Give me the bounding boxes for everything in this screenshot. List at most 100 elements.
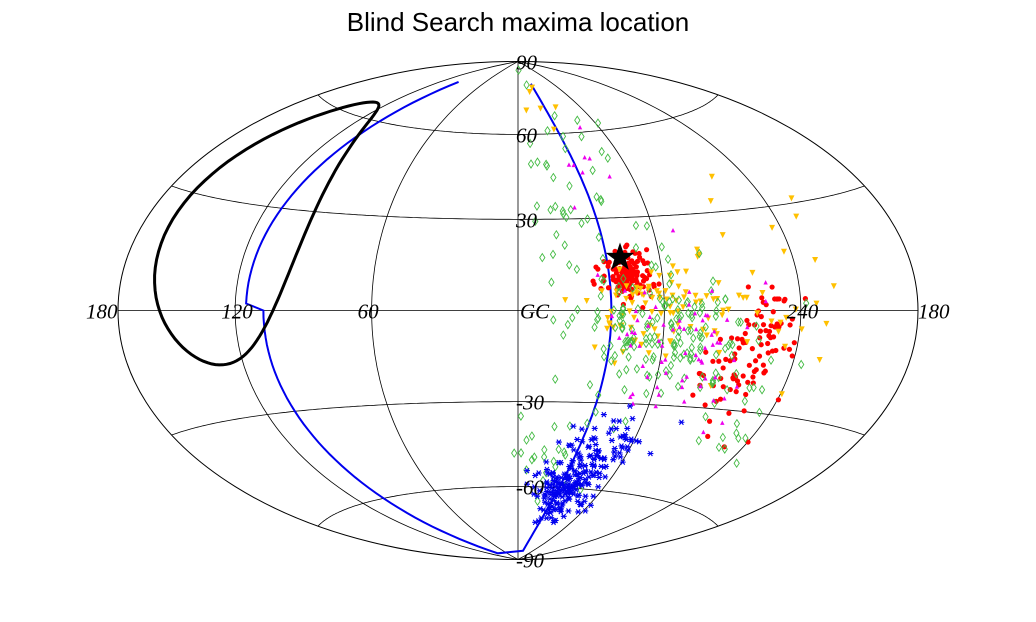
diamond-marker: [566, 260, 573, 270]
diamond-marker: [619, 303, 627, 313]
asterisk-marker: [605, 430, 612, 437]
asterisk-marker: [560, 513, 567, 520]
diamond-marker: [695, 435, 702, 446]
circle-marker: [736, 345, 742, 351]
triangle-down-marker: [725, 306, 732, 313]
asterisk-marker: [575, 481, 582, 487]
diamond-marker: [687, 325, 694, 336]
lat-tick-label: -30: [516, 391, 544, 415]
triangle-down-marker: [667, 339, 674, 346]
asterisk-marker: [555, 439, 562, 445]
diamond-marker: [654, 369, 662, 380]
asterisk-marker: [591, 425, 598, 432]
circle-marker: [606, 259, 612, 265]
triangle-down-marker: [645, 283, 652, 290]
diamond-marker: [569, 312, 576, 323]
circle-marker: [756, 353, 763, 359]
triangle-down-marker: [759, 289, 766, 296]
diamond-marker: [599, 253, 606, 264]
diamond-marker: [715, 442, 723, 453]
asterisk-marker: [647, 450, 654, 457]
asterisk-marker: [623, 436, 630, 443]
diamond-marker: [594, 306, 601, 317]
circle-marker: [743, 391, 749, 398]
triangle-down-marker: [675, 283, 682, 290]
diamond-marker: [598, 274, 605, 285]
diamond-marker: [671, 338, 678, 349]
diamond-marker: [733, 418, 741, 429]
diamond-marker: [668, 319, 675, 329]
triangle-up-marker: [640, 363, 646, 369]
diamond-marker: [649, 355, 656, 365]
asterisk-marker: [622, 431, 629, 438]
triangle-up-marker: [710, 342, 716, 347]
triangle-down-marker: [707, 198, 714, 205]
diamond-marker: [616, 315, 623, 326]
diamond-marker: [646, 288, 654, 298]
asterisk-marker: [532, 519, 539, 526]
asterisk-marker: [570, 423, 577, 430]
diamond-marker: [767, 355, 775, 365]
diamond-marker: [620, 309, 627, 320]
triangle-down-marker: [651, 326, 658, 333]
asterisk-marker: [568, 462, 575, 468]
diamond-marker: [597, 291, 604, 301]
diamond-marker: [688, 309, 695, 320]
diamond-marker: [735, 317, 742, 327]
diamond-marker: [696, 382, 704, 393]
circle-marker: [732, 351, 738, 357]
circle-marker: [716, 358, 722, 364]
circle-marker: [752, 358, 759, 364]
coordinate-grid: [117, 61, 919, 560]
circle-marker: [629, 258, 635, 264]
triangle-down-marker: [537, 105, 544, 112]
circle-marker: [742, 330, 748, 337]
circle-marker: [720, 384, 726, 390]
diamond-marker: [562, 450, 569, 460]
asterisk-marker: [579, 438, 586, 445]
triangle-down-marker: [703, 332, 710, 339]
diamond-marker: [539, 252, 546, 263]
diamond-marker: [595, 232, 602, 243]
diamond-marker: [623, 341, 631, 351]
circle-marker: [690, 392, 696, 398]
circle-marker: [703, 349, 709, 355]
diamond-marker: [673, 314, 680, 324]
triangle-up-marker: [624, 331, 630, 337]
diamond-marker: [540, 452, 548, 462]
diamond-marker: [574, 304, 581, 315]
circle-marker: [740, 373, 746, 379]
diamond-marker: [630, 333, 637, 343]
circle-marker: [702, 402, 708, 408]
triangle-up-marker: [642, 289, 647, 295]
diamond-marker: [733, 428, 740, 438]
triangle-down-marker: [703, 293, 710, 300]
triangle-down-marker: [653, 288, 660, 295]
triangle-up-marker: [698, 383, 703, 389]
diamond-marker: [649, 317, 656, 327]
diamond-marker: [662, 300, 669, 311]
diamond-marker: [677, 311, 685, 321]
circle-marker: [656, 281, 662, 287]
triangle-down-marker: [523, 107, 530, 114]
triangle-down-marker: [782, 343, 789, 350]
triangle-down-marker: [754, 310, 761, 317]
triangle-down-marker: [792, 306, 799, 313]
diamond-marker: [534, 496, 541, 506]
asterisk-marker: [550, 497, 557, 504]
circle-marker: [717, 336, 723, 342]
diamond-marker: [722, 343, 729, 354]
asterisk-marker: [543, 459, 550, 465]
asterisk-marker: [574, 436, 581, 443]
diamond-marker: [523, 80, 530, 90]
asterisk-marker: [581, 463, 588, 469]
triangle-down-marker: [648, 309, 655, 316]
diamond-marker: [543, 161, 551, 171]
triangle-up-marker: [677, 324, 682, 330]
triangle-down-marker: [716, 349, 723, 356]
diamond-marker: [553, 229, 560, 240]
triangle-down-marker: [562, 297, 569, 304]
circle-marker: [746, 362, 752, 368]
triangle-down-marker: [816, 357, 823, 364]
